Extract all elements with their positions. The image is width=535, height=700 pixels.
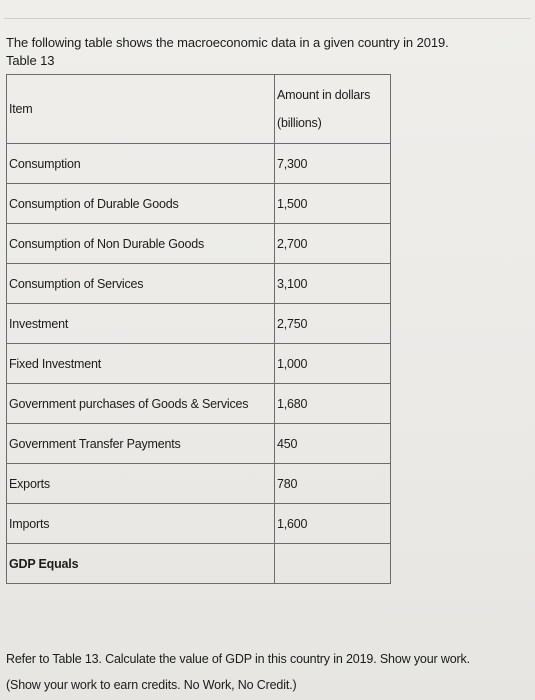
item-cell: Consumption of Durable Goods [6,183,275,224]
amount-cell: 1,600 [274,503,391,544]
table-row: Consumption of Services 3,100 [6,263,391,304]
header-amount-line: Amount in dollars [277,88,371,102]
question-line: Refer to Table 13. Calculate the value o… [6,652,470,666]
gdp-answer-cell [274,543,391,584]
divider [4,18,531,19]
amount-cell: 1,500 [274,183,391,224]
table-row: Consumption of Non Durable Goods 2,700 [6,223,391,264]
table-row: Government purchases of Goods & Services… [6,383,391,424]
item-cell: Exports [6,463,275,504]
amount-cell: 450 [274,423,391,464]
table-caption: Table 13 [6,53,55,68]
amount-cell: 2,700 [274,223,391,264]
amount-cell: 2,750 [274,303,391,344]
header-amount-unit: (billions) [277,116,322,130]
amount-cell: 3,100 [274,263,391,304]
header-item: Item [6,74,275,144]
instruction-line: (Show your work to earn credits. No Work… [6,678,297,692]
item-cell: Fixed Investment [6,343,275,384]
item-cell: GDP Equals [6,543,275,584]
table-row-gdp: GDP Equals [6,543,391,584]
item-cell: Consumption [6,143,275,184]
item-cell: Government Transfer Payments [6,423,275,464]
table-row: Fixed Investment 1,000 [6,343,391,384]
item-cell: Government purchases of Goods & Services [6,383,275,424]
table-header-row: Item Amount in dollars (billions) [6,74,391,144]
item-cell: Imports [6,503,275,544]
table-row: Investment 2,750 [6,303,391,344]
macro-data-table: Item Amount in dollars (billions) Consum… [6,74,391,584]
intro-text: The following table shows the macroecono… [6,34,449,70]
table-row: Government Transfer Payments 450 [6,423,391,464]
amount-cell: 7,300 [274,143,391,184]
question-text: Refer to Table 13. Calculate the value o… [6,646,470,698]
table-row: Imports 1,600 [6,503,391,544]
amount-cell: 1,000 [274,343,391,384]
table-row: Exports 780 [6,463,391,504]
amount-cell: 780 [274,463,391,504]
intro-line: The following table shows the macroecono… [6,35,449,50]
table-row: Consumption of Durable Goods 1,500 [6,183,391,224]
item-cell: Consumption of Non Durable Goods [6,223,275,264]
item-cell: Investment [6,303,275,344]
header-amount: Amount in dollars (billions) [274,74,391,144]
amount-cell: 1,680 [274,383,391,424]
table-row: Consumption 7,300 [6,143,391,184]
item-cell: Consumption of Services [6,263,275,304]
